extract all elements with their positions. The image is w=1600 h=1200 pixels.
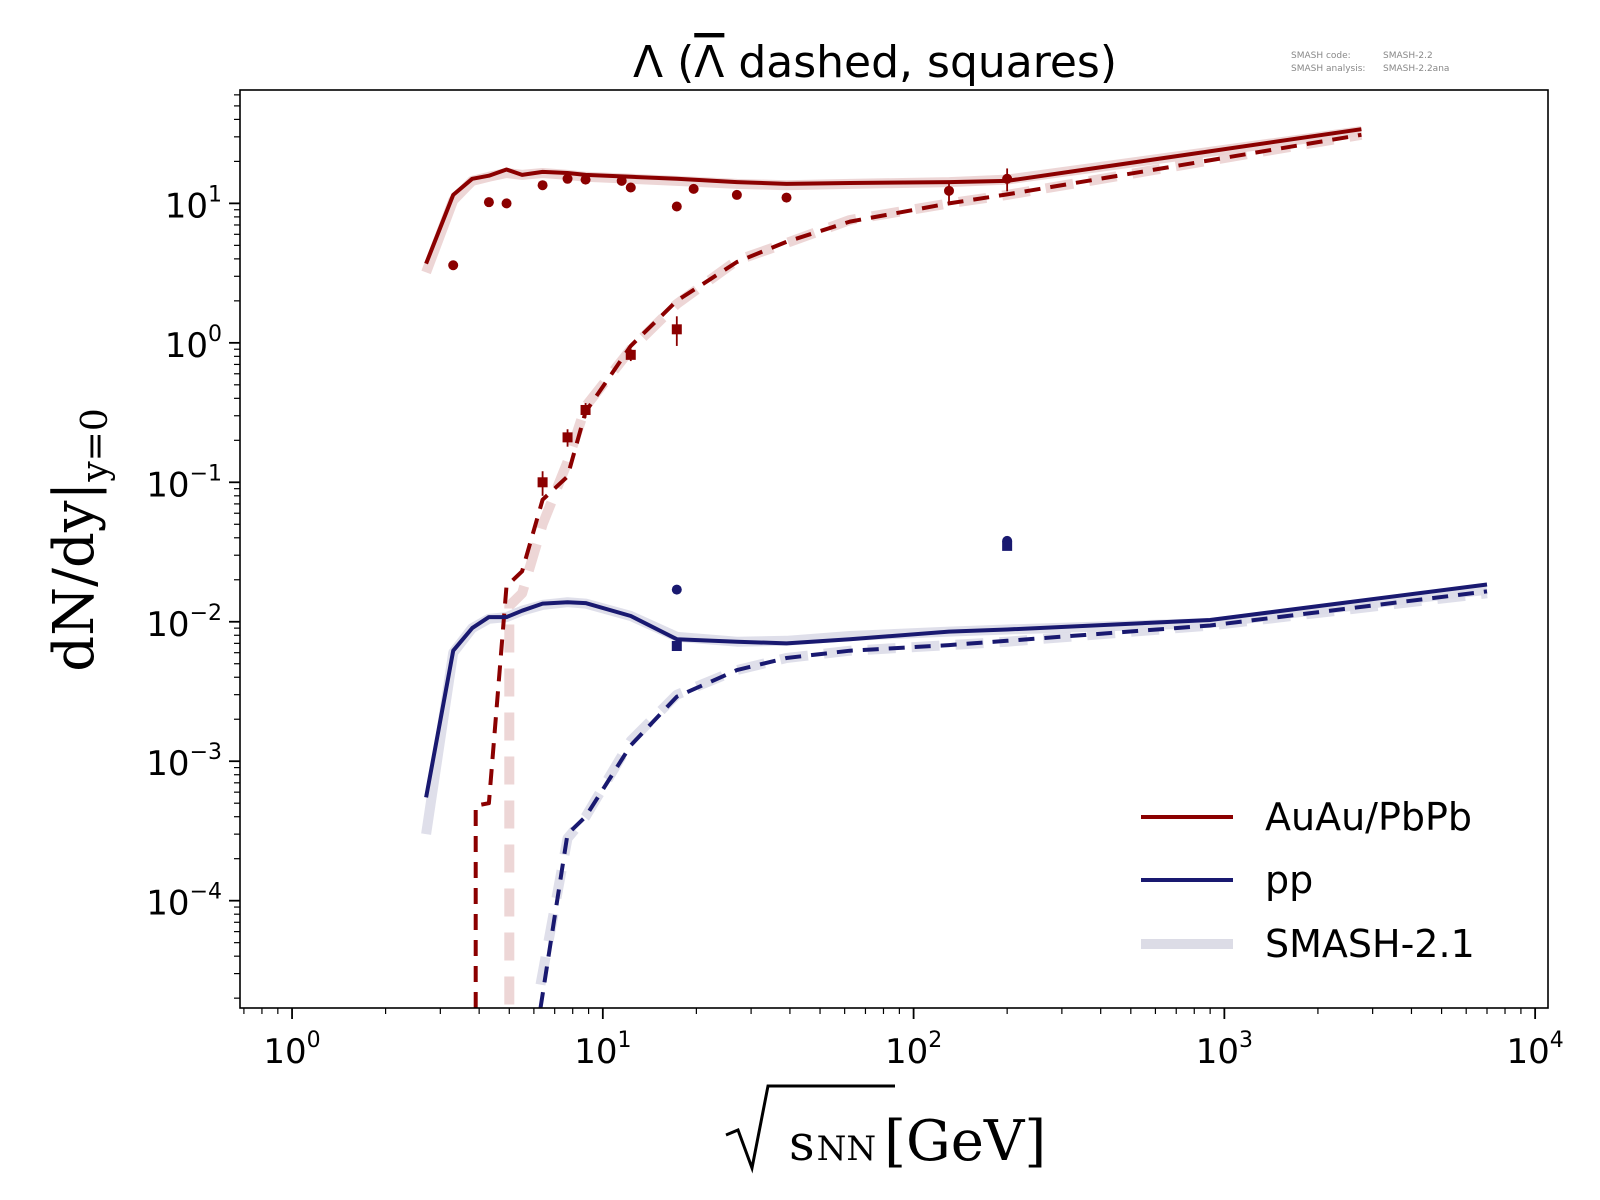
y-tick-label: 10−3 (146, 740, 222, 784)
smash-code-label: SMASH code: (1291, 51, 1351, 61)
auau-lambda-data-point (562, 173, 573, 184)
chart-title: Λ (Λ dashed, squares) (633, 37, 1117, 88)
x-axis-label-var: s (789, 1114, 815, 1172)
auau-lambda-data-point (944, 185, 955, 196)
minor-ticks (234, 94, 1522, 1014)
pp-antilambda-data-point (671, 641, 682, 652)
auau-lambda-data-point (448, 260, 459, 271)
x-tick-label: 101 (574, 1028, 631, 1072)
x-tick-label: 102 (885, 1028, 942, 1072)
y-axis-label-main: dN/dy| (42, 482, 107, 672)
pp-antilambda-data-point (1002, 540, 1013, 551)
x-tick-exponent: 1 (617, 1028, 631, 1053)
x-tick-base: 10 (1507, 1032, 1550, 1072)
smash-code-value: SMASH-2.2 (1383, 51, 1433, 61)
auau-antilambda-line (473, 132, 1362, 1008)
y-axis-label-text: dN/dy|y=0 (42, 408, 116, 671)
smash21-auau-lambda (421, 126, 1363, 275)
auau-lambda-data-point (781, 192, 792, 203)
y-axis-label: dN/dy|y=0 (42, 408, 116, 671)
smash-analysis-label: SMASH analysis: (1291, 64, 1365, 74)
x-axis-label: sNN [GeV] (725, 1084, 1046, 1174)
legend: AuAu/PbPb pp SMASH-2.1 (1141, 795, 1475, 966)
auau-lambda-data-point (580, 174, 591, 185)
y-tick-exponent: −2 (190, 601, 222, 626)
smash-analysis-value: SMASH-2.2ana (1383, 64, 1449, 74)
y-tick-base: 10 (146, 744, 189, 784)
auau-antilambda-data-point (537, 477, 548, 488)
auau-antilambda-data-point (625, 349, 636, 360)
y-tick-exponent: −3 (190, 740, 222, 765)
data-points-layer (448, 168, 1013, 652)
y-tick-exponent: 0 (208, 322, 222, 347)
y-tick-exponent: 1 (208, 182, 222, 207)
auau-lambda-data-point (483, 197, 494, 208)
x-tick-base: 10 (885, 1032, 928, 1072)
plot-frame (239, 89, 1549, 1009)
y-tick-base: 10 (146, 884, 189, 924)
auau-antilambda-data-point (562, 432, 573, 443)
x-axis-label-sub: NN (817, 1129, 877, 1169)
series-layer (421, 126, 1488, 1008)
auau-lambda-data-point (537, 180, 548, 191)
y-tick-label: 10−4 (146, 880, 222, 924)
pp-lambda-line (424, 582, 1488, 798)
x-tick-base: 10 (574, 1032, 617, 1072)
x-tick-exponent: 2 (928, 1028, 942, 1053)
auau-lambda-line (424, 127, 1362, 265)
pp-lambda-data-point (671, 584, 682, 595)
pp-antilambda-line (538, 589, 1488, 1008)
auau-lambda-data-point (671, 201, 682, 212)
auau-lambda-data-point (616, 175, 627, 186)
smash21-auau-antilambda (504, 129, 1363, 1005)
auau-antilambda-data-point (580, 404, 591, 415)
y-axis-label-sub: y=0 (75, 408, 116, 482)
y-tick-base: 10 (165, 326, 208, 366)
y-tick-label: 10−2 (146, 601, 222, 645)
chart-title-bar-symbol: Λ (694, 37, 724, 88)
chart-title-rest: dashed, squares) (724, 37, 1117, 88)
x-axis-label-radical (725, 1084, 895, 1174)
y-tick-base: 10 (146, 605, 189, 645)
y-tick-exponent: −4 (190, 880, 222, 905)
auau-lambda-data-point (501, 198, 512, 209)
auau-lambda-data-point (1002, 173, 1013, 184)
x-axis-ticks: 100 101 102 103 104 (263, 1008, 1564, 1072)
y-tick-label: 10−1 (146, 461, 222, 505)
x-axis-label-text: sNN [GeV] (789, 1109, 1046, 1174)
y-tick-base: 10 (165, 186, 208, 226)
x-tick-exponent: 3 (1239, 1028, 1253, 1053)
x-tick-label: 103 (1196, 1028, 1253, 1072)
auau-lambda-data-point (731, 189, 742, 200)
y-tick-exponent: −1 (190, 461, 222, 486)
y-tick-label: 100 (165, 322, 222, 366)
auau-lambda-data-point (625, 182, 636, 193)
auau-lambda-data-point (688, 183, 699, 194)
x-tick-exponent: 0 (307, 1028, 321, 1053)
smash-version-info: SMASH code: SMASH-2.2 SMASH analysis: SM… (1291, 51, 1449, 74)
auau-antilambda-data-point (671, 324, 682, 335)
legend-label-pp: pp (1265, 858, 1313, 902)
chart-title-main: Λ ( (633, 37, 694, 88)
x-tick-label: 100 (263, 1028, 320, 1072)
legend-label-auau: AuAu/PbPb (1265, 795, 1472, 839)
y-tick-label: 101 (165, 182, 222, 226)
x-axis-label-unit: [GeV] (884, 1109, 1046, 1174)
legend-label-smash21: SMASH-2.1 (1265, 922, 1475, 966)
x-tick-exponent: 4 (1550, 1028, 1564, 1053)
x-tick-label: 104 (1507, 1028, 1564, 1072)
x-tick-base: 10 (263, 1032, 306, 1072)
x-tick-base: 10 (1196, 1032, 1239, 1072)
y-tick-base: 10 (146, 465, 189, 505)
